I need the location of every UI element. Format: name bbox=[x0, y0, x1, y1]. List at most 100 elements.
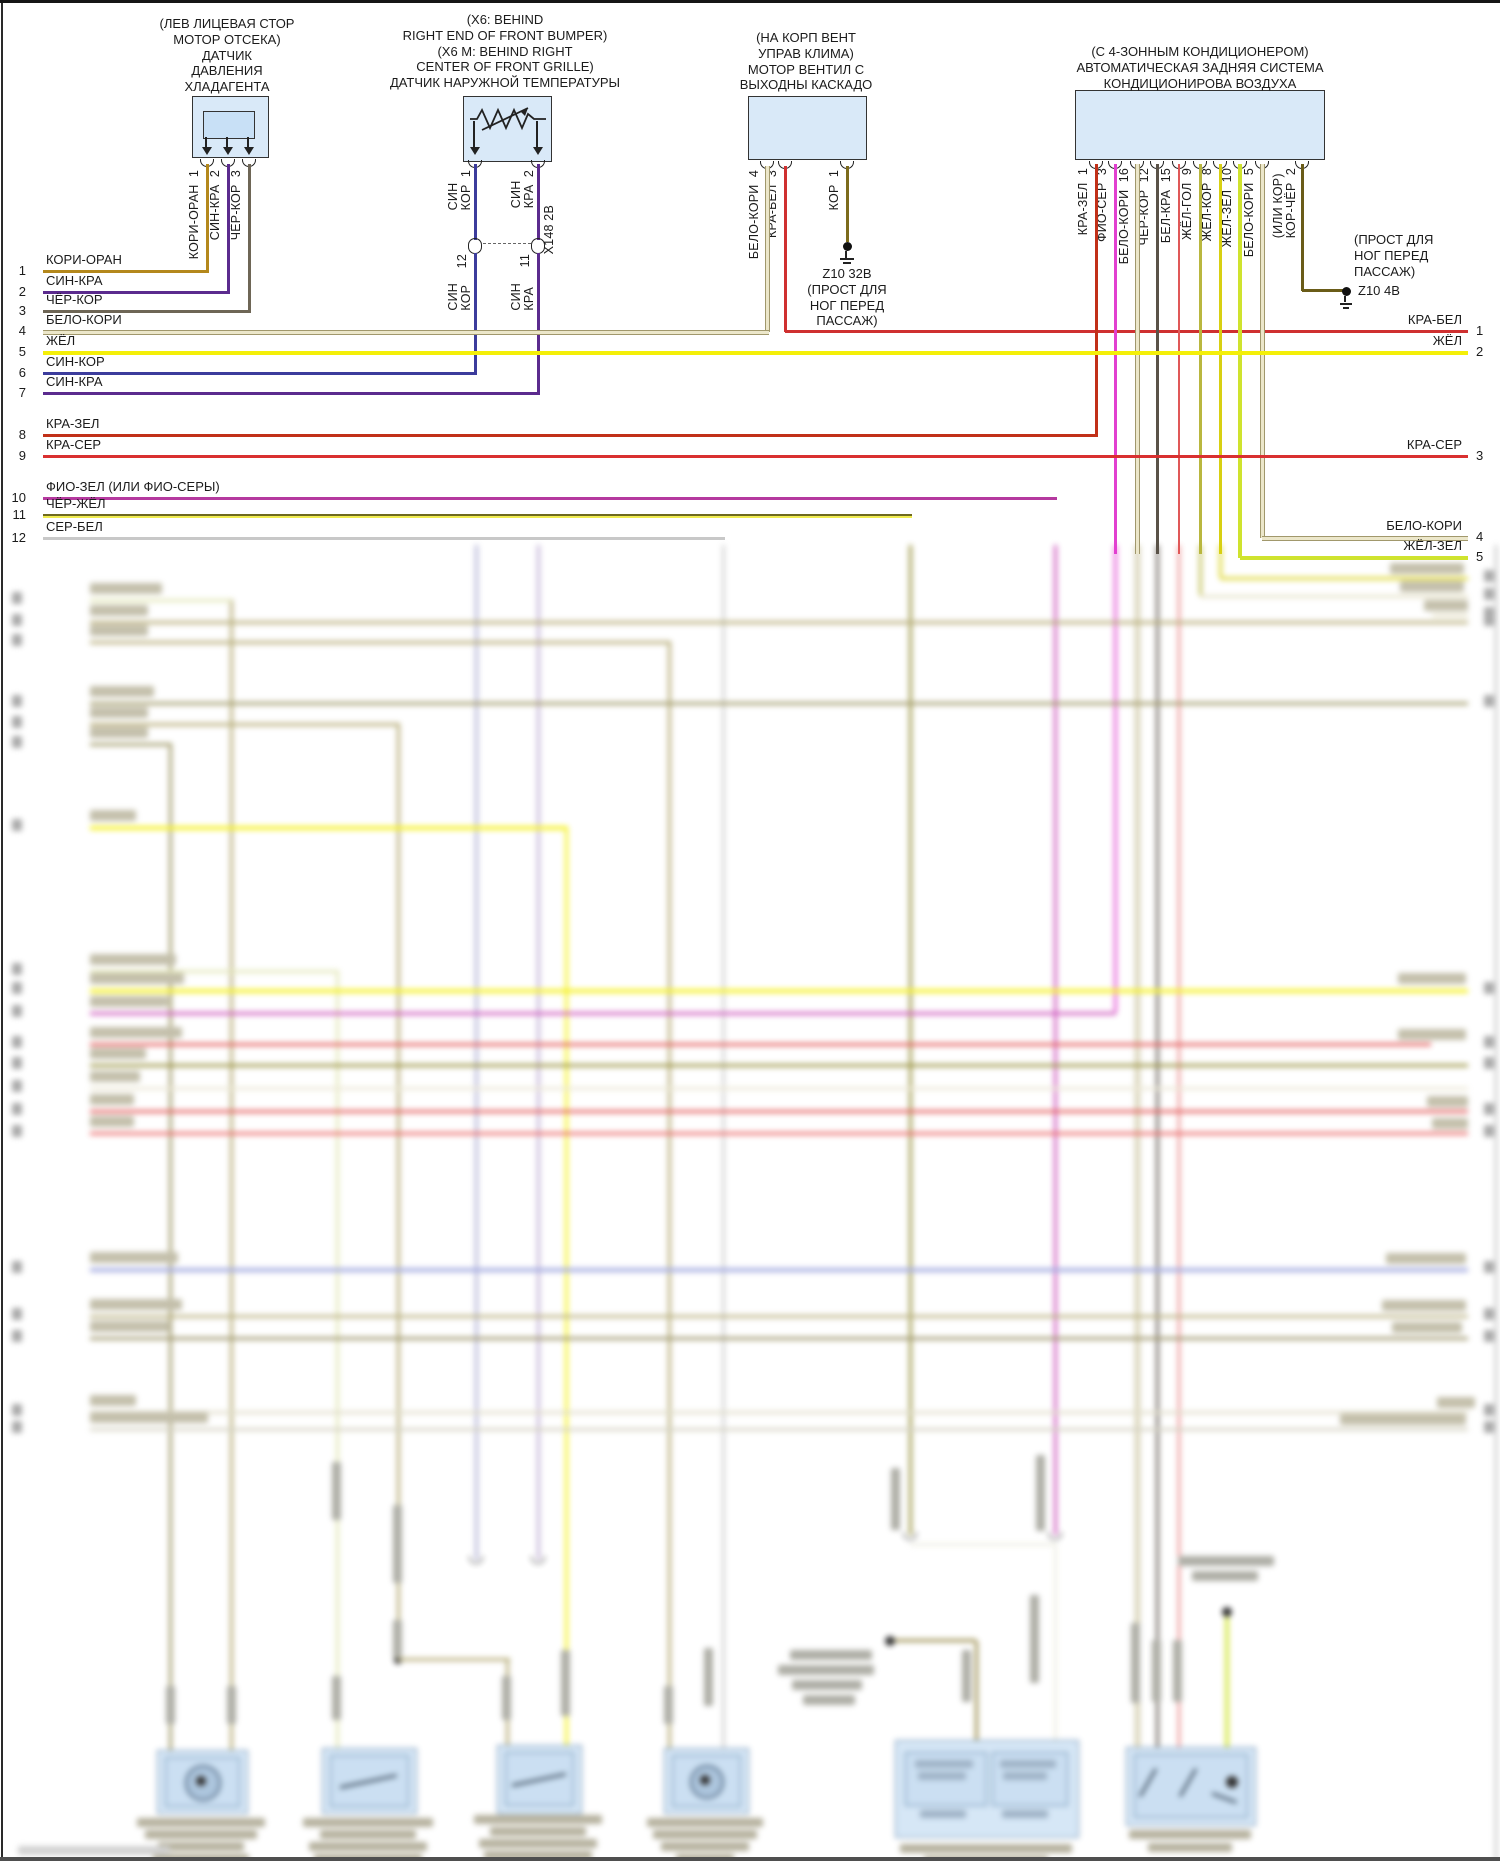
h-shape bbox=[1432, 614, 1468, 617]
bar-shape bbox=[647, 1818, 763, 1827]
wire-10-fio-zel bbox=[43, 497, 1057, 500]
comp4-pin16-label: БЕЛО-КОРИ 16 bbox=[1117, 168, 1131, 265]
wire-11-chyor-zhyol bbox=[43, 514, 912, 518]
bar-shape bbox=[303, 1818, 433, 1827]
bar-shape bbox=[1484, 1404, 1494, 1416]
comp4-pin9-label: ЖЁЛ-ГОЛ 9 bbox=[1180, 168, 1194, 241]
bar-shape bbox=[227, 1686, 236, 1724]
v-shape bbox=[1113, 545, 1117, 1012]
bar-shape bbox=[12, 1421, 22, 1433]
bar-shape bbox=[918, 1772, 966, 1780]
comp1-pin1-label: КОРИ-ОРАН 1 bbox=[187, 170, 201, 260]
v-shape bbox=[229, 599, 233, 1750]
wire-label-1: КОРИ-ОРАН bbox=[46, 252, 122, 267]
h-shape bbox=[890, 1639, 976, 1642]
bar-shape bbox=[479, 1839, 597, 1848]
bar-shape bbox=[90, 707, 148, 718]
wire-r4-belo-kori bbox=[1262, 536, 1468, 541]
v-shape bbox=[247, 164, 251, 312]
h-shape bbox=[1200, 595, 1468, 598]
wire-label-2: СИН-КРА bbox=[46, 273, 103, 288]
tri-shape bbox=[470, 147, 480, 155]
bar-shape bbox=[90, 1116, 134, 1127]
bar-shape bbox=[393, 1505, 402, 1583]
bar-shape bbox=[90, 583, 162, 594]
bar-shape bbox=[12, 1036, 22, 1048]
bar-shape bbox=[1484, 982, 1494, 994]
right-num-4: 4 bbox=[1476, 529, 1484, 544]
comp4-pin5-label: БЕЛО-КОРИ 5 bbox=[1242, 168, 1256, 258]
wire-label-10: ФИО-ЗЕЛ (ИЛИ ФИО-СЕРЫ) bbox=[46, 479, 220, 494]
bar-shape bbox=[490, 1827, 586, 1836]
h-shape bbox=[90, 1043, 1431, 1046]
h-shape bbox=[90, 1411, 1468, 1414]
h-shape bbox=[90, 1337, 1468, 1340]
pressure-sensor-inner bbox=[203, 111, 255, 139]
comp2-wire2-label2: СИН КРА bbox=[509, 283, 536, 311]
dot-shape bbox=[1226, 1776, 1238, 1788]
bar-shape bbox=[12, 982, 22, 994]
bar-shape bbox=[12, 736, 22, 748]
bar-shape bbox=[1390, 563, 1464, 574]
vcream-shape bbox=[1135, 164, 1140, 554]
bar-shape bbox=[90, 1395, 136, 1406]
rear-ac-box bbox=[1075, 90, 1325, 160]
h-shape bbox=[398, 1658, 510, 1661]
dot-shape bbox=[196, 1776, 206, 1786]
bar-shape bbox=[90, 625, 148, 636]
h-shape bbox=[1220, 577, 1468, 580]
bar-shape bbox=[332, 1676, 341, 1720]
v-shape bbox=[1198, 545, 1202, 595]
bar-shape bbox=[90, 996, 168, 1007]
h-shape bbox=[1302, 289, 1344, 292]
bar-shape bbox=[915, 1760, 973, 1768]
h-shape bbox=[90, 702, 1468, 705]
v-shape bbox=[536, 545, 540, 1560]
h-shape bbox=[90, 970, 338, 973]
bar-shape bbox=[90, 686, 154, 697]
wire-num-8: 8 bbox=[18, 427, 26, 442]
bar-shape bbox=[12, 634, 22, 646]
h-shape bbox=[90, 743, 171, 746]
h-shape bbox=[90, 989, 1468, 993]
bar-shape bbox=[1432, 1118, 1468, 1129]
inline-connector-dash bbox=[483, 243, 531, 244]
v-shape bbox=[1053, 1543, 1057, 1743]
h-shape bbox=[90, 723, 399, 726]
wire-12-ser-bel bbox=[43, 537, 725, 540]
h-shape bbox=[90, 1132, 1468, 1135]
bar-shape bbox=[90, 1321, 170, 1332]
wire-8-kra-zel bbox=[43, 434, 1098, 437]
bar-shape bbox=[1484, 614, 1494, 626]
v-shape bbox=[536, 121, 538, 147]
bar-shape bbox=[12, 1080, 22, 1092]
wire-num-3: 3 bbox=[18, 303, 26, 318]
v-shape bbox=[974, 1641, 978, 1741]
tri-shape bbox=[202, 147, 212, 155]
right-label-4: БЕЛО-КОРИ bbox=[1386, 518, 1462, 533]
bar-shape bbox=[1484, 695, 1494, 707]
bar-shape bbox=[320, 1830, 416, 1839]
bar-shape bbox=[1484, 1330, 1494, 1342]
bar-shape bbox=[1152, 1640, 1161, 1702]
wire-num-12: 12 bbox=[11, 530, 26, 545]
bar-shape bbox=[1484, 1057, 1494, 1069]
dot-shape bbox=[885, 1636, 895, 1646]
ground-z10-4v-label: Z10 4В bbox=[1358, 283, 1400, 298]
bar-shape bbox=[1129, 1830, 1251, 1839]
v-shape bbox=[1113, 164, 1117, 554]
right-num-2: 2 bbox=[1476, 344, 1484, 359]
h-shape bbox=[90, 1064, 1468, 1067]
v-shape bbox=[473, 164, 477, 240]
wire-2-sin-kra bbox=[43, 291, 230, 294]
wire-label-12: СЕР-БЕЛ bbox=[46, 519, 103, 534]
v-shape bbox=[473, 253, 477, 374]
bar-shape bbox=[90, 810, 136, 821]
h-shape bbox=[90, 1012, 1116, 1015]
bar-shape bbox=[1192, 1571, 1258, 1581]
arcn-shape bbox=[468, 238, 482, 246]
wire-num-9: 9 bbox=[18, 448, 26, 463]
bar-shape bbox=[12, 963, 22, 975]
wire-label-7: СИН-КРА bbox=[46, 374, 103, 389]
